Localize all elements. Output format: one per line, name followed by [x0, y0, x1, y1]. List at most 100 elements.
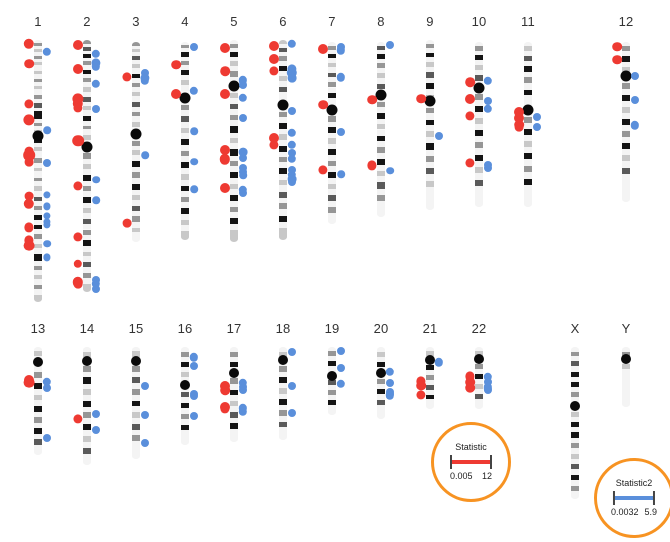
chromosome-band [279, 366, 287, 372]
chromosome-band [377, 383, 385, 390]
chromosome-band [426, 399, 434, 409]
marker-statistic [219, 153, 231, 165]
chromosome-band [328, 58, 336, 63]
chromosome-band [571, 411, 579, 417]
chromosome-band [34, 107, 42, 112]
marker-statistic2 [140, 76, 150, 86]
chromosome-band [622, 118, 630, 125]
chromosome-band [34, 416, 42, 423]
chromosome-band [230, 120, 238, 127]
chromosome-band [524, 46, 532, 52]
chromosome-band [181, 61, 189, 66]
chromosome-band [230, 51, 238, 57]
chromosome-band [181, 196, 189, 202]
chromosome-band [132, 167, 140, 173]
chromosome-band [475, 142, 483, 149]
chromosome-band [230, 172, 238, 179]
chromosome-band [328, 207, 336, 214]
chromosome-band [279, 228, 287, 240]
chromosome-band [279, 61, 287, 66]
chromosome-band [34, 55, 42, 59]
legend-bubble-statistic2[interactable]: Statistic2 0.0032 5.9 [594, 458, 670, 538]
chromosome-band [132, 122, 140, 127]
marker-statistic2 [42, 47, 52, 56]
chromosome-band [181, 168, 189, 175]
chromosome-band [230, 347, 238, 352]
chromosome-band [83, 65, 91, 70]
chromosome-band [34, 73, 42, 79]
legend-bubble-statistic[interactable]: Statistic 0.005 12 [431, 422, 511, 502]
chromosome-band [426, 113, 434, 120]
chromosome-band [279, 416, 287, 422]
legend-title: Statistic [455, 442, 487, 452]
marker-statistic [465, 158, 475, 168]
chromosome-band [426, 370, 434, 376]
marker-statistic [465, 93, 475, 104]
chromosome-band [328, 189, 336, 196]
marker-statistic [220, 385, 230, 396]
chromosome-band [524, 42, 532, 47]
chromosome-body-6 [279, 40, 287, 240]
chromosome-band [132, 366, 140, 372]
legend-cap-max [490, 455, 492, 469]
chromosome-band [328, 385, 336, 391]
marker-statistic2 [386, 166, 394, 175]
chromosome-band [328, 195, 336, 202]
chromosome-band [475, 374, 483, 380]
chromosome-band [622, 149, 630, 156]
chromosome-band [622, 161, 630, 168]
marker-statistic [73, 40, 83, 51]
chromosome-band [34, 389, 42, 395]
chromosome-band [524, 178, 532, 185]
marker-statistic [269, 54, 279, 64]
marker-statistic2 [336, 73, 346, 82]
chromosome-band [571, 474, 579, 481]
chromosome-band [132, 102, 140, 107]
chromosome-band [230, 378, 238, 385]
chromosome-band [230, 115, 238, 121]
chromosome-body-7 [328, 42, 336, 224]
chromosome-label-7: 7 [328, 14, 336, 29]
chromosome-band [475, 65, 483, 70]
chromosome-band [83, 207, 91, 213]
chromosome-label-21: 21 [422, 321, 438, 336]
chromosome-band [230, 224, 238, 231]
chromosome-band [377, 129, 385, 136]
chromosome-band [524, 134, 532, 141]
chromosome-band [279, 76, 287, 81]
marker-statistic [465, 377, 475, 387]
chromosome-band [426, 375, 434, 380]
chromosome-band [377, 58, 385, 64]
chromosome-band [622, 46, 630, 52]
chromosome-band [83, 101, 91, 107]
marker-statistic [23, 198, 35, 209]
chromosome-band [377, 195, 385, 202]
marker-statistic2 [238, 378, 248, 388]
chromosome-band [132, 87, 140, 93]
chromosome-band [328, 390, 336, 396]
chromosome-band [377, 83, 385, 90]
chromosome-band [132, 68, 140, 74]
chromosome-band [132, 183, 140, 190]
centromere-4 [179, 92, 191, 104]
chromosome-band [34, 118, 42, 124]
chromosome-band [132, 423, 140, 430]
chromosome-band [34, 181, 42, 187]
chromosome-body-17 [230, 347, 238, 442]
marker-statistic2 [287, 140, 297, 150]
marker-statistic [23, 149, 35, 162]
chromosome-band [181, 132, 189, 140]
chromosome-band [571, 376, 579, 382]
marker-statistic [367, 160, 377, 170]
marker-statistic [23, 240, 35, 252]
chromosome-band [279, 421, 287, 428]
chromosome-band [132, 42, 140, 46]
chromosome-band [83, 229, 91, 235]
marker-statistic [23, 38, 35, 50]
centromere-8 [375, 89, 387, 101]
chromosome-band [279, 47, 287, 52]
chromosome-band [83, 82, 91, 88]
chromosome-band [230, 65, 238, 72]
chromosome-band [328, 201, 336, 208]
